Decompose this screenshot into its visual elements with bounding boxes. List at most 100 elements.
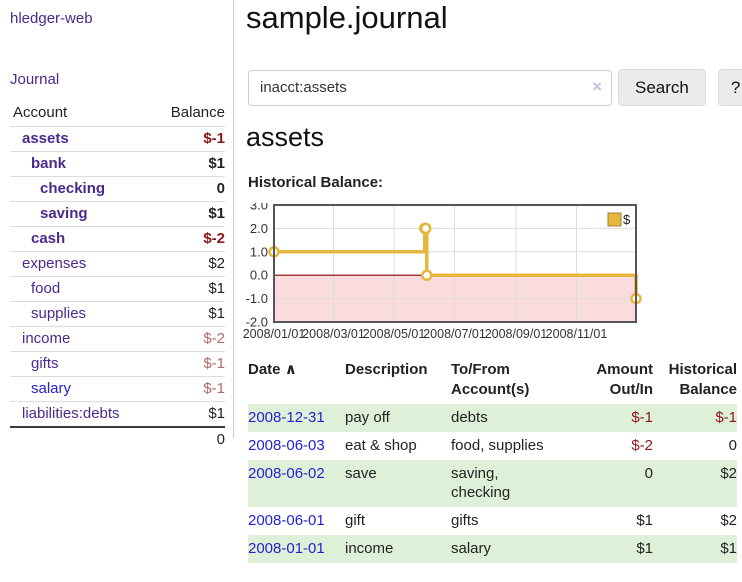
transaction-date-link[interactable]: 2008-12-31	[248, 409, 325, 426]
search-button[interactable]: Search	[618, 69, 706, 106]
account-row-expenses: expenses $2	[10, 251, 225, 277]
transaction-accounts: saving, checking	[451, 465, 511, 501]
sort-ascending-icon: ∧	[284, 361, 297, 378]
svg-text:2008/03/01: 2008/03/01	[302, 327, 365, 341]
svg-text:-1.0: -1.0	[246, 291, 268, 306]
help-button[interactable]: ?	[717, 69, 742, 106]
register-row[interactable]: 2008-06-02 save saving, checking 0 $2	[248, 460, 737, 507]
account-link-salary[interactable]: salary	[31, 380, 72, 397]
account-link-food[interactable]: food	[31, 280, 61, 297]
column-header-balance: Historical Balance	[668, 361, 737, 398]
transaction-description: gift	[345, 512, 366, 529]
register-table: Date ∧ Description To/From Account(s) Am…	[248, 360, 737, 563]
account-balance: $-1	[203, 355, 225, 372]
clear-search-icon[interactable]: ×	[592, 76, 602, 96]
search-form: × Search ?	[248, 69, 742, 106]
transaction-balance: $1	[720, 540, 737, 557]
account-balance: $1	[208, 305, 225, 322]
account-link-checking[interactable]: checking	[40, 180, 106, 197]
account-link-supplies[interactable]: supplies	[31, 305, 87, 322]
transaction-date-link[interactable]: 2008-06-02	[248, 465, 325, 482]
account-link-liabilities-debts[interactable]: liabilities:debts	[22, 405, 120, 422]
account-row-saving: saving $1	[10, 201, 225, 227]
account-balance: $-1	[203, 130, 225, 147]
account-balance: $-1	[203, 380, 225, 397]
account-row-gifts: gifts $-1	[10, 351, 225, 377]
transaction-amount: $1	[636, 540, 653, 557]
account-row-checking: checking 0	[10, 176, 225, 202]
column-header-description: Description	[345, 361, 428, 378]
accounts-total-row: 0	[10, 427, 225, 452]
historical-balance-chart: $3.0 2.0 1.0 0.0 -1.0 -2.02008/01/012008/03/0…	[243, 203, 642, 341]
account-heading: assets	[246, 122, 325, 152]
account-column-header: Account	[13, 104, 68, 121]
transaction-accounts: gifts	[451, 512, 479, 529]
account-link-cash[interactable]: cash	[31, 230, 66, 247]
page-title: sample.journal	[246, 0, 448, 35]
brand-link[interactable]: hledger-web	[10, 10, 93, 27]
register-row[interactable]: 2008-06-03 eat & shop food, supplies $-2…	[248, 432, 737, 460]
svg-text:2008/11/01: 2008/11/01	[546, 327, 608, 341]
transaction-description: pay off	[345, 409, 390, 426]
account-link-assets[interactable]: assets	[22, 130, 69, 147]
account-balance: $1	[208, 405, 225, 422]
register-row[interactable]: 2008-12-31 pay off debts $-1 $-1	[248, 404, 737, 432]
search-input[interactable]	[248, 69, 612, 106]
transaction-date-link[interactable]: 2008-01-01	[248, 540, 325, 557]
account-link-income[interactable]: income	[22, 330, 71, 347]
account-row-food: food $1	[10, 276, 225, 302]
transaction-description: save	[345, 465, 377, 482]
svg-text:1.0: 1.0	[250, 244, 268, 259]
account-balance: $1	[208, 155, 225, 172]
svg-text:2008/05/01: 2008/05/01	[363, 327, 426, 341]
transaction-amount: $1	[636, 512, 653, 529]
account-link-bank[interactable]: bank	[31, 155, 67, 172]
account-link-gifts[interactable]: gifts	[31, 355, 59, 372]
column-header-amount: Amount Out/In	[596, 361, 653, 398]
transaction-amount: 0	[644, 465, 653, 482]
transaction-amount: $-1	[631, 409, 653, 426]
transaction-balance: $-1	[715, 409, 737, 426]
accounts-table: Account Balance assets $-1 bank $1 check…	[10, 100, 225, 452]
account-balance: $-2	[203, 330, 225, 347]
account-link-expenses[interactable]: expenses	[22, 255, 87, 272]
svg-text:2.0: 2.0	[250, 221, 268, 236]
transaction-balance: 0	[728, 437, 737, 454]
account-row-cash: cash $-2	[10, 226, 225, 252]
account-row-supplies: supplies $1	[10, 301, 225, 327]
transaction-date-link[interactable]: 2008-06-01	[248, 512, 325, 529]
register-header-row: Date ∧ Description To/From Account(s) Am…	[248, 360, 737, 404]
transaction-description: eat & shop	[345, 437, 417, 454]
svg-text:$: $	[623, 212, 631, 227]
transaction-accounts: food, supplies	[451, 437, 544, 454]
transaction-balance: $2	[720, 465, 737, 482]
register-row[interactable]: 2008-01-01 income salary $1 $1	[248, 535, 737, 563]
accounts-total-value: 0	[216, 431, 225, 448]
account-row-income: income $-2	[10, 326, 225, 352]
accounts-header-row: Account Balance	[10, 100, 225, 127]
column-header-date[interactable]: Date ∧	[248, 361, 297, 378]
svg-text:2008/07/01: 2008/07/01	[423, 327, 486, 341]
svg-text:0.0: 0.0	[250, 268, 268, 283]
svg-text:-2.0: -2.0	[246, 315, 268, 330]
account-row-bank: bank $1	[10, 151, 225, 177]
transaction-date-link[interactable]: 2008-06-03	[248, 437, 325, 454]
chart-title: Historical Balance:	[248, 174, 384, 191]
account-balance: $2	[208, 255, 225, 272]
account-row-assets: assets $-1	[10, 126, 225, 152]
svg-text:2008/01/01: 2008/01/01	[243, 327, 306, 341]
account-balance: $-2	[203, 230, 225, 247]
transaction-amount: $-2	[631, 437, 653, 454]
svg-text:2008/09/01: 2008/09/01	[485, 327, 548, 341]
sidebar: hledger-web Journal Account Balance asse…	[0, 0, 234, 448]
transaction-balance: $2	[720, 512, 737, 529]
sidebar-item-journal[interactable]: Journal	[10, 71, 60, 88]
transaction-accounts: debts	[451, 409, 488, 426]
account-row-liabilities-debts: liabilities:debts $1	[10, 401, 225, 428]
column-header-accounts: To/From Account(s)	[451, 361, 530, 398]
transaction-description: income	[345, 540, 394, 557]
account-balance: 0	[216, 180, 225, 197]
register-row[interactable]: 2008-06-01 gift gifts $1 $2	[248, 507, 737, 535]
account-balance: $1	[208, 205, 225, 222]
account-link-saving[interactable]: saving	[40, 205, 88, 222]
